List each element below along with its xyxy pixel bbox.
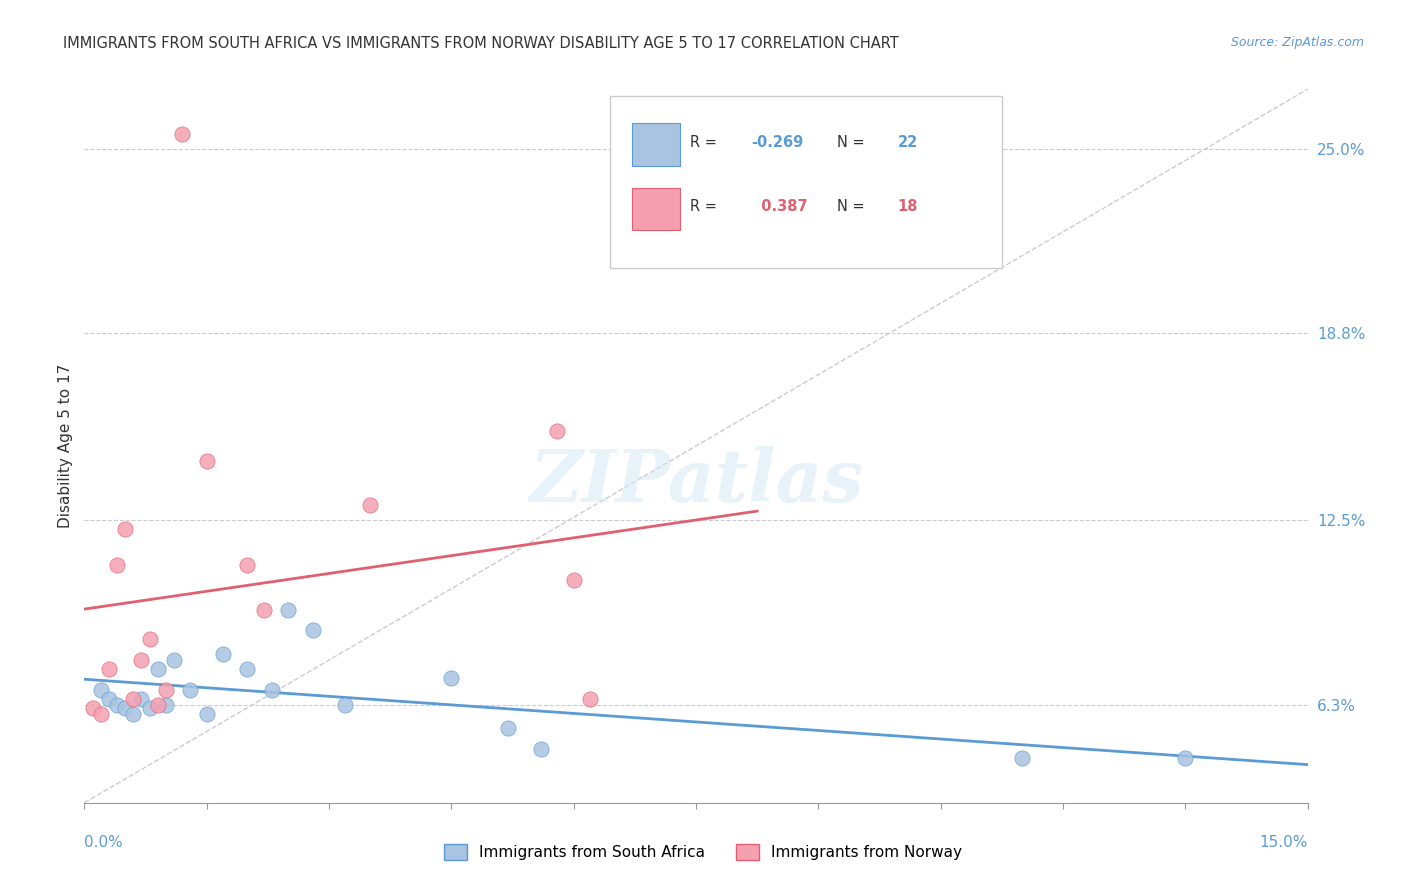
Point	[97, 662, 120, 676]
Text: 0.387: 0.387	[751, 200, 807, 214]
Point	[260, 682, 283, 697]
Point	[131, 691, 153, 706]
Text: N =: N =	[837, 136, 869, 150]
Point	[131, 653, 153, 667]
Point	[579, 691, 602, 706]
Text: N =: N =	[837, 200, 869, 214]
Point	[236, 662, 259, 676]
Point	[195, 706, 218, 721]
Point	[114, 700, 136, 714]
Point	[172, 127, 194, 141]
Point	[212, 647, 235, 661]
Point	[114, 522, 136, 536]
Point	[105, 698, 128, 712]
Point	[546, 424, 568, 438]
Text: 15.0%: 15.0%	[1260, 836, 1308, 850]
Point	[253, 602, 276, 616]
Point	[359, 499, 381, 513]
Point	[1174, 751, 1197, 765]
Point	[155, 698, 177, 712]
FancyBboxPatch shape	[633, 187, 681, 230]
Point	[530, 742, 553, 756]
Text: ZIPatlas: ZIPatlas	[529, 446, 863, 517]
Point	[122, 706, 145, 721]
Point	[97, 691, 120, 706]
Text: IMMIGRANTS FROM SOUTH AFRICA VS IMMIGRANTS FROM NORWAY DISABILITY AGE 5 TO 17 CO: IMMIGRANTS FROM SOUTH AFRICA VS IMMIGRAN…	[63, 36, 898, 51]
Point	[1011, 751, 1033, 765]
Point	[236, 558, 259, 572]
Text: 0.0%: 0.0%	[84, 836, 124, 850]
Point	[498, 722, 520, 736]
Point	[562, 573, 585, 587]
Point	[138, 700, 160, 714]
Point	[105, 558, 128, 572]
Point	[82, 700, 104, 714]
FancyBboxPatch shape	[610, 96, 1002, 268]
Legend: Immigrants from South Africa, Immigrants from Norway: Immigrants from South Africa, Immigrants…	[439, 838, 967, 866]
Text: -0.269: -0.269	[751, 136, 803, 150]
Point	[440, 671, 463, 685]
FancyBboxPatch shape	[633, 123, 681, 166]
Point	[155, 682, 177, 697]
Point	[179, 682, 201, 697]
Point	[195, 454, 218, 468]
Point	[301, 624, 323, 638]
Text: Source: ZipAtlas.com: Source: ZipAtlas.com	[1230, 36, 1364, 49]
Text: 22: 22	[898, 136, 918, 150]
Point	[163, 653, 186, 667]
Point	[138, 632, 160, 647]
Point	[335, 698, 357, 712]
Point	[90, 682, 112, 697]
Text: R =: R =	[690, 200, 721, 214]
Y-axis label: Disability Age 5 to 17: Disability Age 5 to 17	[58, 364, 73, 528]
Point	[277, 602, 299, 616]
Point	[90, 706, 112, 721]
Text: R =: R =	[690, 136, 721, 150]
Point	[146, 662, 169, 676]
Point	[146, 698, 169, 712]
Text: 18: 18	[898, 200, 918, 214]
Point	[122, 691, 145, 706]
